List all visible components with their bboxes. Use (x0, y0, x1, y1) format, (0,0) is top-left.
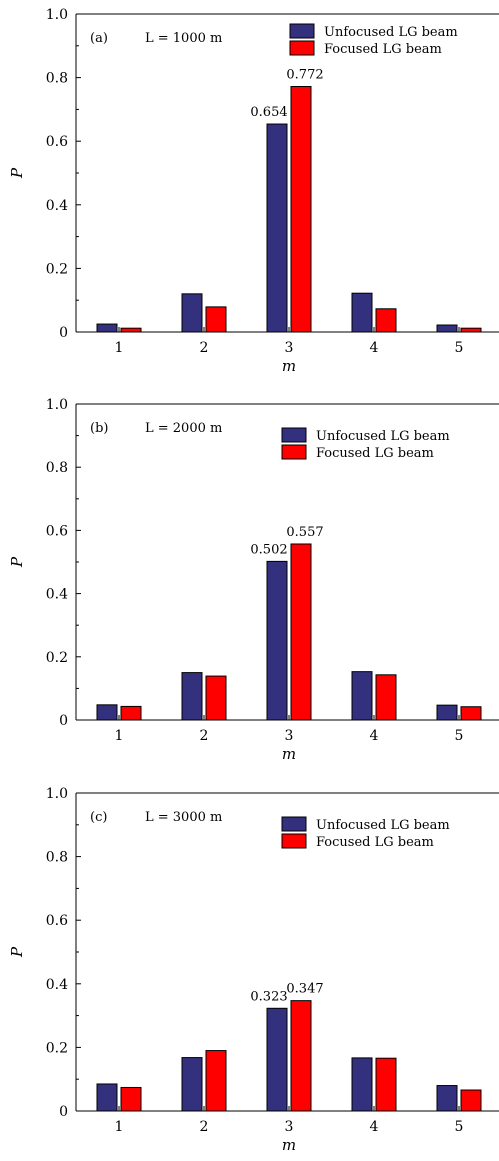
y-tick-label: 0.2 (46, 650, 68, 666)
legend-label-focused: Focused LG beam (316, 835, 434, 850)
bar-unfocused (96, 1083, 118, 1112)
bar-unfocused (181, 293, 203, 333)
bar-unfocused (96, 704, 118, 721)
panel-label: (a) (90, 31, 108, 46)
x-tick-label: 3 (285, 340, 294, 356)
y-tick-label: 0.8 (46, 460, 68, 476)
data-label-focused: 0.557 (286, 525, 323, 540)
bar-unfocused (266, 560, 288, 721)
bar-unfocused (351, 671, 373, 721)
x-tick-label: 3 (285, 728, 294, 744)
bar-focused (460, 1089, 482, 1112)
panel-annotation: L = 3000 m (145, 810, 222, 825)
y-tick-label: 0 (59, 713, 68, 729)
x-axis-label: m (282, 1136, 296, 1154)
panel-label: (b) (90, 421, 108, 436)
bar-unfocused (436, 704, 458, 721)
legend-label-focused: Focused LG beam (316, 446, 434, 461)
x-axis-label: m (282, 357, 296, 375)
bar-unfocused (436, 1085, 458, 1112)
bar-focused (375, 308, 397, 333)
chart-panel: 0 0.2 0.4 0.6 0.8 1.0 1 2 3 4 5 m P (b) L = 2000 m 0.50… (8, 397, 499, 763)
data-label-unfocused: 0.502 (250, 542, 287, 557)
x-tick-label: 5 (455, 1119, 464, 1135)
x-tick-label: 2 (200, 1119, 209, 1135)
bar-focused (375, 1057, 397, 1112)
bar-unfocused (266, 123, 288, 333)
x-axis-label: m (282, 745, 296, 763)
y-tick-label: 0.6 (46, 134, 68, 150)
x-tick-label: 4 (370, 728, 379, 744)
bar-focused (120, 705, 142, 721)
bar-unfocused (266, 1007, 288, 1112)
bar-unfocused (181, 672, 203, 721)
bar-unfocused (436, 324, 458, 333)
bar-focused (120, 1086, 142, 1112)
data-label-focused: 0.347 (286, 982, 323, 997)
bar-focused (205, 675, 227, 721)
y-axis-label: P (8, 946, 26, 958)
y-tick-label: 0.4 (46, 587, 68, 603)
y-tick-label: 1.0 (46, 397, 68, 413)
y-tick-label: 0.2 (46, 261, 68, 277)
bar-unfocused (351, 1057, 373, 1112)
legend-swatch-focused (289, 40, 315, 56)
bar-focused (120, 327, 142, 333)
bar-focused (460, 706, 482, 721)
legend-swatch-unfocused (289, 23, 315, 39)
x-tick-label: 4 (370, 1119, 379, 1135)
x-tick-label: 5 (455, 728, 464, 744)
y-tick-label: 0.2 (46, 1040, 68, 1056)
legend-label-focused: Focused LG beam (324, 42, 442, 57)
bar-focused (290, 86, 312, 333)
x-tick-label: 3 (285, 1119, 294, 1135)
x-tick-label: 4 (370, 340, 379, 356)
panel-label: (c) (90, 810, 107, 825)
legend-label-unfocused: Unfocused LG beam (316, 429, 450, 444)
x-tick-label: 2 (200, 340, 209, 356)
bar-unfocused (351, 292, 373, 333)
x-tick-label: 1 (115, 340, 124, 356)
y-tick-label: 1.0 (46, 786, 68, 802)
y-tick-label: 0.8 (46, 850, 68, 866)
y-tick-label: 1.0 (46, 7, 68, 23)
x-tick-label: 1 (115, 1119, 124, 1135)
bar-focused (375, 674, 397, 721)
y-tick-label: 0.4 (46, 198, 68, 214)
x-tick-label: 1 (115, 728, 124, 744)
y-tick-label: 0.8 (46, 71, 68, 87)
bar-unfocused (96, 323, 118, 333)
legend-swatch-unfocused (281, 427, 307, 443)
bar-unfocused (181, 1057, 203, 1112)
legend-label-unfocused: Unfocused LG beam (324, 25, 458, 40)
y-tick-label: 0.4 (46, 977, 68, 993)
panel-annotation: L = 2000 m (145, 421, 222, 436)
bar-focused (460, 327, 482, 333)
y-axis-label: P (8, 167, 26, 179)
chart-panel: 0 0.2 0.4 0.6 0.8 1.0 1 2 3 4 5 m P (a) L = 1000 m 0.65… (8, 7, 499, 375)
y-tick-label: 0.6 (46, 523, 68, 539)
y-axis-label: P (8, 556, 26, 568)
legend-swatch-unfocused (281, 816, 307, 832)
legend-swatch-focused (281, 444, 307, 460)
bar-focused (205, 306, 227, 333)
legend-swatch-focused (281, 833, 307, 849)
y-tick-label: 0 (59, 325, 68, 341)
panel-annotation: L = 1000 m (145, 31, 222, 46)
bar-focused (290, 543, 312, 721)
data-label-unfocused: 0.654 (250, 105, 287, 120)
x-tick-label: 2 (200, 728, 209, 744)
data-label-focused: 0.772 (286, 68, 323, 83)
legend-label-unfocused: Unfocused LG beam (316, 818, 450, 833)
data-label-unfocused: 0.323 (250, 989, 287, 1004)
bar-focused (290, 1000, 312, 1112)
bar-focused (205, 1050, 227, 1112)
y-tick-label: 0.6 (46, 913, 68, 929)
y-tick-label: 0 (59, 1104, 68, 1120)
x-tick-label: 5 (455, 340, 464, 356)
chart-panel: 0 0.2 0.4 0.6 0.8 1.0 1 2 3 4 5 m P (c) L = 3000 m 0.32… (8, 786, 499, 1154)
